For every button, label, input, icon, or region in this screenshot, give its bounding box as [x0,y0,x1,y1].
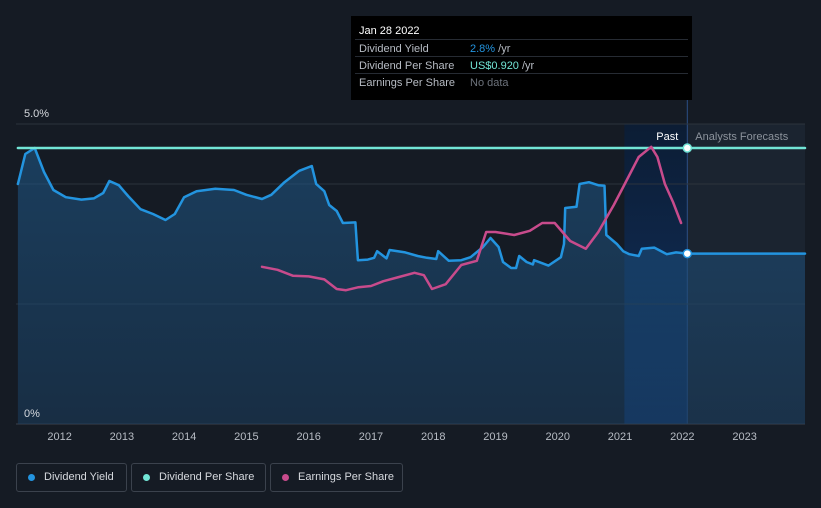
x-tick-label: 2018 [421,431,445,443]
legend-item-earnings-per-share[interactable]: Earnings Per Share [270,463,403,492]
x-tick-label: 2020 [546,431,570,443]
legend-dot [28,474,35,481]
tooltip-row-earnings-per-share: Earnings Per Share No data [355,73,688,91]
tooltip-label: Dividend Yield [359,43,429,55]
tooltip-unit: /yr [498,43,511,55]
tooltip-value: 2.8% [470,43,496,55]
legend-item-dividend-per-share[interactable]: Dividend Per Share [131,463,266,492]
tooltip: Jan 28 2022 Dividend Yield 2.8% /yr Divi… [351,16,692,100]
legend-label: Dividend Per Share [159,471,255,483]
legend-dot [143,474,150,481]
tooltip-unit: /yr [522,60,535,72]
dividend-yield-line [16,146,807,270]
x-tick-label: 2023 [732,431,756,443]
tooltip-value: US$0.920 [470,60,519,72]
dividend-per-share-marker [682,143,693,153]
tooltip-label: Dividend Per Share [359,60,455,72]
x-tick-label: 2017 [359,431,383,443]
x-tick-label: 2015 [234,431,258,443]
x-tick-label: 2014 [172,431,196,443]
x-tick-label: 2016 [296,431,320,443]
tooltip-row-dividend-per-share: Dividend Per Share US$0.920 /yr [355,56,688,74]
legend-label: Dividend Yield [44,471,114,483]
y-tick-label: 0% [24,408,40,420]
x-tick-label: 2021 [608,431,632,443]
legend-dot [282,474,289,481]
tooltip-value: No data [470,77,509,89]
dividend-yield-area [17,148,805,424]
forecast-label: Analysts Forecasts [695,131,788,143]
x-tick-label: 2013 [110,431,134,443]
earnings-per-share-line [260,145,683,292]
tooltip-label: Earnings Per Share [359,77,455,89]
y-tick-label: 5.0% [24,108,49,120]
tooltip-row-dividend-yield: Dividend Yield 2.8% /yr [355,39,688,57]
legend-item-dividend-yield[interactable]: Dividend Yield [16,463,127,492]
tooltip-date: Jan 28 2022 [359,25,420,37]
x-tick-label: 2022 [670,431,694,443]
past-label: Past [656,131,678,143]
legend-label: Earnings Per Share [298,471,394,483]
dividend-yield-marker [682,248,693,259]
x-tick-label: 2012 [47,431,71,443]
x-tick-label: 2019 [483,431,507,443]
